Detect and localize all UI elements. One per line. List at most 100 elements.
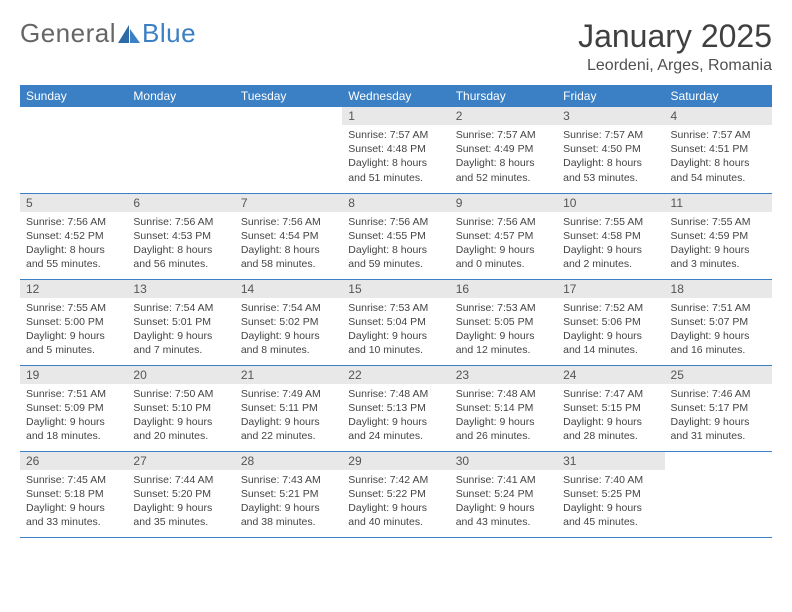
day-number: 9 xyxy=(450,194,557,212)
day-cell: 16Sunrise: 7:53 AMSunset: 5:05 PMDayligh… xyxy=(450,279,557,365)
sunset-line: Sunset: 5:24 PM xyxy=(456,487,551,501)
sunset-line: Sunset: 4:58 PM xyxy=(563,229,658,243)
day-details: Sunrise: 7:44 AMSunset: 5:20 PMDaylight:… xyxy=(127,470,234,534)
day-details: Sunrise: 7:53 AMSunset: 5:05 PMDaylight:… xyxy=(450,298,557,362)
day-number: 10 xyxy=(557,194,664,212)
sunrise-line: Sunrise: 7:48 AM xyxy=(348,387,443,401)
daylight-line: Daylight: 9 hours and 14 minutes. xyxy=(563,329,658,357)
sunrise-line: Sunrise: 7:43 AM xyxy=(241,473,336,487)
day-cell: 3Sunrise: 7:57 AMSunset: 4:50 PMDaylight… xyxy=(557,107,664,193)
day-cell: 2Sunrise: 7:57 AMSunset: 4:49 PMDaylight… xyxy=(450,107,557,193)
day-number: 4 xyxy=(665,107,772,125)
sunset-line: Sunset: 5:06 PM xyxy=(563,315,658,329)
day-details: Sunrise: 7:56 AMSunset: 4:54 PMDaylight:… xyxy=(235,212,342,276)
weekday-header: Saturday xyxy=(665,85,772,107)
sunset-line: Sunset: 4:51 PM xyxy=(671,142,766,156)
day-details: Sunrise: 7:49 AMSunset: 5:11 PMDaylight:… xyxy=(235,384,342,448)
day-details: Sunrise: 7:52 AMSunset: 5:06 PMDaylight:… xyxy=(557,298,664,362)
sunrise-line: Sunrise: 7:55 AM xyxy=(671,215,766,229)
day-cell: 28Sunrise: 7:43 AMSunset: 5:21 PMDayligh… xyxy=(235,451,342,537)
sunset-line: Sunset: 5:18 PM xyxy=(26,487,121,501)
day-number: 13 xyxy=(127,280,234,298)
sunset-line: Sunset: 5:15 PM xyxy=(563,401,658,415)
sunset-line: Sunset: 4:53 PM xyxy=(133,229,228,243)
sunset-line: Sunset: 5:20 PM xyxy=(133,487,228,501)
sunset-line: Sunset: 4:55 PM xyxy=(348,229,443,243)
day-number: 2 xyxy=(450,107,557,125)
day-details: Sunrise: 7:56 AMSunset: 4:53 PMDaylight:… xyxy=(127,212,234,276)
sunset-line: Sunset: 4:52 PM xyxy=(26,229,121,243)
daylight-line: Daylight: 9 hours and 28 minutes. xyxy=(563,415,658,443)
sunrise-line: Sunrise: 7:47 AM xyxy=(563,387,658,401)
day-details: Sunrise: 7:42 AMSunset: 5:22 PMDaylight:… xyxy=(342,470,449,534)
day-number: 8 xyxy=(342,194,449,212)
day-cell: 17Sunrise: 7:52 AMSunset: 5:06 PMDayligh… xyxy=(557,279,664,365)
daylight-line: Daylight: 9 hours and 7 minutes. xyxy=(133,329,228,357)
day-cell: 19Sunrise: 7:51 AMSunset: 5:09 PMDayligh… xyxy=(20,365,127,451)
day-cell: 1Sunrise: 7:57 AMSunset: 4:48 PMDaylight… xyxy=(342,107,449,193)
logo-text-general: General xyxy=(20,18,116,48)
weekday-header: Thursday xyxy=(450,85,557,107)
sunrise-line: Sunrise: 7:42 AM xyxy=(348,473,443,487)
day-details: Sunrise: 7:48 AMSunset: 5:14 PMDaylight:… xyxy=(450,384,557,448)
daylight-line: Daylight: 8 hours and 54 minutes. xyxy=(671,156,766,184)
title-block: January 2025 Leordeni, Arges, Romania xyxy=(578,18,772,75)
day-cell: 14Sunrise: 7:54 AMSunset: 5:02 PMDayligh… xyxy=(235,279,342,365)
weekday-header: Tuesday xyxy=(235,85,342,107)
sunrise-line: Sunrise: 7:56 AM xyxy=(456,215,551,229)
daylight-line: Daylight: 8 hours and 53 minutes. xyxy=(563,156,658,184)
day-number: 3 xyxy=(557,107,664,125)
sunrise-line: Sunrise: 7:49 AM xyxy=(241,387,336,401)
logo: General Blue xyxy=(20,18,196,49)
weekday-header: Wednesday xyxy=(342,85,449,107)
daylight-line: Daylight: 9 hours and 40 minutes. xyxy=(348,501,443,529)
sunrise-line: Sunrise: 7:46 AM xyxy=(671,387,766,401)
day-cell: 20Sunrise: 7:50 AMSunset: 5:10 PMDayligh… xyxy=(127,365,234,451)
day-cell: 21Sunrise: 7:49 AMSunset: 5:11 PMDayligh… xyxy=(235,365,342,451)
daylight-line: Daylight: 9 hours and 12 minutes. xyxy=(456,329,551,357)
day-details: Sunrise: 7:54 AMSunset: 5:02 PMDaylight:… xyxy=(235,298,342,362)
day-cell: 13Sunrise: 7:54 AMSunset: 5:01 PMDayligh… xyxy=(127,279,234,365)
day-details: Sunrise: 7:47 AMSunset: 5:15 PMDaylight:… xyxy=(557,384,664,448)
sunrise-line: Sunrise: 7:52 AM xyxy=(563,301,658,315)
sunrise-line: Sunrise: 7:57 AM xyxy=(671,128,766,142)
day-number: 30 xyxy=(450,452,557,470)
day-details: Sunrise: 7:55 AMSunset: 4:58 PMDaylight:… xyxy=(557,212,664,276)
logo-text-blue: Blue xyxy=(142,18,196,49)
daylight-line: Daylight: 8 hours and 52 minutes. xyxy=(456,156,551,184)
sunrise-line: Sunrise: 7:41 AM xyxy=(456,473,551,487)
calendar-body: 1Sunrise: 7:57 AMSunset: 4:48 PMDaylight… xyxy=(20,107,772,537)
sunrise-line: Sunrise: 7:56 AM xyxy=(26,215,121,229)
daylight-line: Daylight: 9 hours and 18 minutes. xyxy=(26,415,121,443)
sunrise-line: Sunrise: 7:51 AM xyxy=(26,387,121,401)
day-cell: 7Sunrise: 7:56 AMSunset: 4:54 PMDaylight… xyxy=(235,193,342,279)
daylight-line: Daylight: 9 hours and 45 minutes. xyxy=(563,501,658,529)
sunset-line: Sunset: 5:09 PM xyxy=(26,401,121,415)
daylight-line: Daylight: 8 hours and 51 minutes. xyxy=(348,156,443,184)
daylight-line: Daylight: 9 hours and 33 minutes. xyxy=(26,501,121,529)
day-details: Sunrise: 7:51 AMSunset: 5:07 PMDaylight:… xyxy=(665,298,772,362)
calendar-row: 5Sunrise: 7:56 AMSunset: 4:52 PMDaylight… xyxy=(20,193,772,279)
day-number: 21 xyxy=(235,366,342,384)
daylight-line: Daylight: 8 hours and 56 minutes. xyxy=(133,243,228,271)
day-cell: 27Sunrise: 7:44 AMSunset: 5:20 PMDayligh… xyxy=(127,451,234,537)
daylight-line: Daylight: 9 hours and 20 minutes. xyxy=(133,415,228,443)
day-number: 7 xyxy=(235,194,342,212)
day-cell: 25Sunrise: 7:46 AMSunset: 5:17 PMDayligh… xyxy=(665,365,772,451)
sunset-line: Sunset: 5:21 PM xyxy=(241,487,336,501)
day-cell: 10Sunrise: 7:55 AMSunset: 4:58 PMDayligh… xyxy=(557,193,664,279)
sunrise-line: Sunrise: 7:57 AM xyxy=(456,128,551,142)
day-details: Sunrise: 7:43 AMSunset: 5:21 PMDaylight:… xyxy=(235,470,342,534)
sunrise-line: Sunrise: 7:54 AM xyxy=(133,301,228,315)
day-details: Sunrise: 7:57 AMSunset: 4:48 PMDaylight:… xyxy=(342,125,449,189)
day-number: 15 xyxy=(342,280,449,298)
day-number: 31 xyxy=(557,452,664,470)
sunrise-line: Sunrise: 7:57 AM xyxy=(563,128,658,142)
day-details: Sunrise: 7:50 AMSunset: 5:10 PMDaylight:… xyxy=(127,384,234,448)
sunset-line: Sunset: 4:59 PM xyxy=(671,229,766,243)
daylight-line: Daylight: 9 hours and 43 minutes. xyxy=(456,501,551,529)
day-cell: 5Sunrise: 7:56 AMSunset: 4:52 PMDaylight… xyxy=(20,193,127,279)
sunrise-line: Sunrise: 7:51 AM xyxy=(671,301,766,315)
day-cell: 6Sunrise: 7:56 AMSunset: 4:53 PMDaylight… xyxy=(127,193,234,279)
sunset-line: Sunset: 4:57 PM xyxy=(456,229,551,243)
